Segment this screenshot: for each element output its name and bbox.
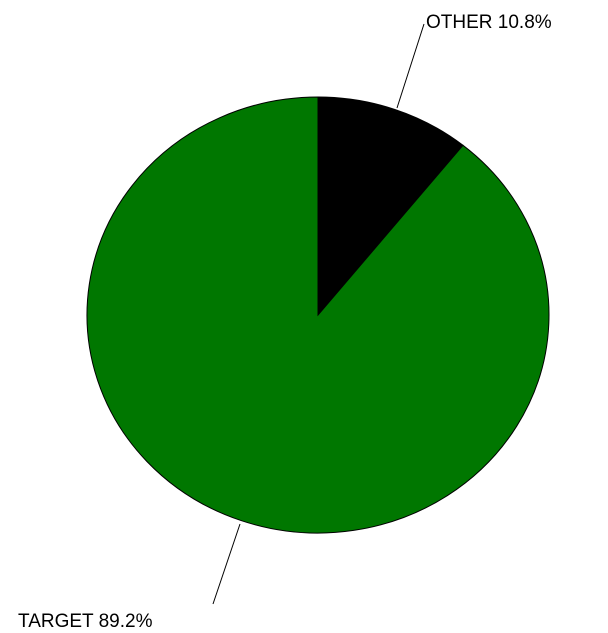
pie-slice-target	[86, 96, 550, 534]
slice-label-target: TARGET 89.2%	[18, 611, 153, 632]
pie-slices	[86, 96, 550, 534]
pie-slice-other	[317, 96, 464, 317]
leader-line-other	[396, 23, 425, 109]
leader-line-target	[212, 523, 241, 605]
slice-label-other: OTHER 10.8%	[426, 12, 552, 33]
